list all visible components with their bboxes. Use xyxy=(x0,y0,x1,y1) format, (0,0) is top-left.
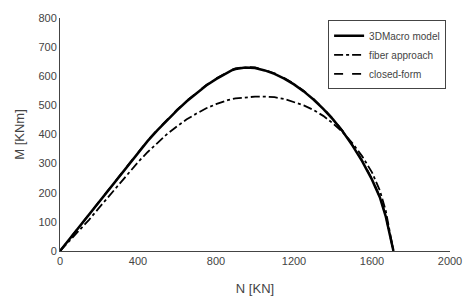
svg-text:M [KNm]: M [KNm] xyxy=(12,109,27,160)
svg-text:500: 500 xyxy=(38,99,56,111)
svg-text:fiber approach: fiber approach xyxy=(369,50,433,61)
svg-text:600: 600 xyxy=(38,70,56,82)
svg-text:2000: 2000 xyxy=(438,255,462,267)
svg-text:800: 800 xyxy=(207,255,225,267)
svg-text:400: 400 xyxy=(129,255,147,267)
svg-text:300: 300 xyxy=(38,157,56,169)
svg-text:1600: 1600 xyxy=(360,255,384,267)
svg-text:closed-form: closed-form xyxy=(369,69,421,80)
svg-text:0: 0 xyxy=(51,245,57,257)
svg-text:N [KN]: N [KN] xyxy=(236,281,274,296)
svg-text:700: 700 xyxy=(38,41,56,53)
svg-text:400: 400 xyxy=(38,128,56,140)
svg-text:100: 100 xyxy=(38,216,56,228)
svg-text:1200: 1200 xyxy=(282,255,306,267)
svg-text:200: 200 xyxy=(38,187,56,199)
svg-text:0: 0 xyxy=(57,255,63,267)
svg-text:800: 800 xyxy=(38,12,56,24)
svg-text:3DMacro model: 3DMacro model xyxy=(369,31,440,42)
